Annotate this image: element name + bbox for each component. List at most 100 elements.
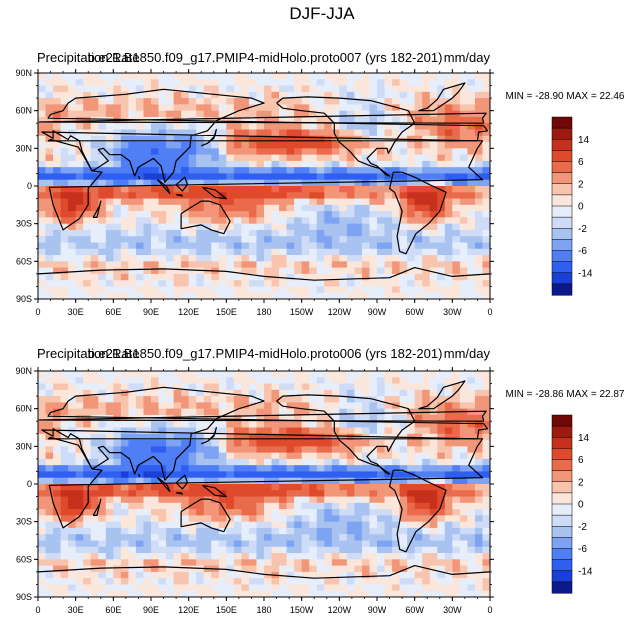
heatmap-cell (53, 85, 61, 93)
heatmap-cell (45, 515, 54, 523)
heatmap-cell (444, 104, 453, 112)
heatmap-cell (248, 377, 257, 384)
heatmap-cell (377, 509, 385, 516)
heatmap-cell (271, 280, 280, 287)
heatmap-cell (316, 578, 325, 585)
heatmap-cell (422, 73, 431, 80)
heatmap-cell (422, 553, 431, 560)
heatmap-cell (301, 502, 310, 510)
heatmap-cell (196, 135, 205, 143)
heatmap-cell (233, 173, 242, 181)
heatmap-cell (346, 553, 355, 560)
heatmap-cell (316, 546, 325, 554)
heatmap-cell (279, 427, 287, 435)
heatmap-cell (211, 160, 220, 168)
heatmap-cell (346, 490, 355, 497)
heatmap-cell (407, 229, 416, 237)
heatmap-cell (467, 229, 476, 237)
heatmap-cell (437, 98, 446, 105)
heatmap-cell (181, 509, 190, 516)
heatmap-cell (45, 242, 54, 250)
heatmap-cell (369, 515, 378, 523)
heatmap-cell (68, 223, 77, 231)
heatmap-cell (474, 217, 483, 225)
heatmap-cell (286, 458, 295, 466)
heatmap-cell (105, 236, 114, 243)
heatmap-cell (271, 129, 280, 137)
heatmap-cell (467, 192, 476, 199)
heatmap-cell (482, 280, 491, 287)
heatmap-cell (90, 255, 99, 262)
heatmap-cell (354, 471, 363, 479)
heatmap-cell (38, 135, 46, 143)
heatmap-cell (331, 292, 340, 300)
heatmap-cell (211, 116, 220, 124)
heatmap-cell (38, 540, 46, 548)
heatmap-cell (105, 104, 114, 112)
heatmap-cell (309, 98, 318, 105)
heatmap-cell (384, 590, 393, 598)
heatmap-cell (128, 515, 137, 523)
heatmap-cell (444, 371, 453, 378)
heatmap-cell (158, 490, 167, 497)
heatmap-cell (429, 280, 438, 287)
heatmap-cell (173, 402, 182, 410)
heatmap-cell (233, 167, 242, 174)
heatmap-cell (151, 73, 159, 80)
heatmap-cell (143, 571, 152, 579)
heatmap-cell (452, 204, 461, 212)
heatmap-cell (474, 446, 483, 454)
heatmap-cell (256, 502, 265, 510)
heatmap-cell (203, 160, 212, 168)
heatmap-cell (151, 584, 159, 592)
heatmap-cell (226, 578, 235, 585)
heatmap-cell (286, 236, 295, 243)
heatmap-cell (60, 433, 69, 441)
heatmap-cell (392, 91, 400, 99)
heatmap-cell (135, 490, 144, 497)
heatmap-cell (158, 286, 167, 294)
heatmap-cell (68, 433, 77, 441)
heatmap-cell (392, 292, 400, 300)
heatmap-cell (309, 408, 318, 416)
heatmap-cell (181, 104, 190, 112)
heatmap-cell (414, 452, 423, 460)
heatmap-cell (75, 104, 84, 112)
heatmap-cell (158, 496, 167, 504)
heatmap-cell (188, 148, 197, 156)
heatmap-cell (203, 91, 212, 99)
heatmap-cell (233, 255, 242, 262)
heatmap-cell (399, 148, 408, 156)
heatmap-cell (120, 383, 129, 391)
heatmap-cell (233, 273, 242, 281)
heatmap-cell (331, 371, 340, 378)
heatmap-cell (128, 527, 137, 535)
heatmap-cell (452, 123, 461, 130)
heatmap-cell (113, 427, 122, 435)
heatmap-cell (316, 104, 325, 112)
heatmap-cell (264, 396, 272, 403)
heatmap-cell (173, 129, 182, 137)
heatmap-cell (196, 217, 205, 225)
heatmap-cell (459, 98, 468, 105)
heatmap-cell (467, 129, 476, 137)
heatmap-cell (286, 217, 295, 225)
heatmap-cell (474, 496, 483, 504)
heatmap-cell (271, 198, 280, 206)
heatmap-cell (279, 85, 287, 93)
heatmap-cell (377, 223, 385, 231)
heatmap-cell (264, 371, 272, 378)
heatmap-cell (301, 559, 310, 567)
heatmap-cell (422, 79, 431, 86)
heatmap-cell (474, 571, 483, 579)
heatmap-cell (264, 584, 272, 592)
heatmap-cell (467, 427, 476, 435)
heatmap-cell (211, 148, 220, 156)
heatmap-cell (113, 383, 122, 391)
heatmap-cell (331, 559, 340, 567)
heatmap-cell (166, 110, 174, 118)
heatmap-cell (399, 477, 408, 485)
heatmap-cell (414, 427, 423, 435)
heatmap-cell (392, 211, 400, 218)
heatmap-cell (459, 546, 468, 554)
